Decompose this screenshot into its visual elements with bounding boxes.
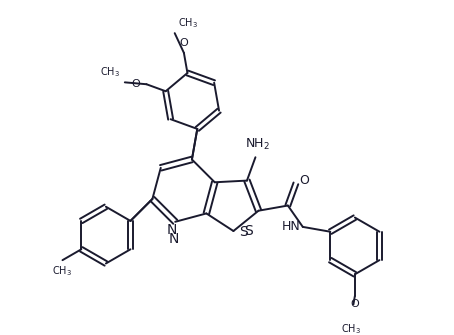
Text: CH$_3$: CH$_3$ bbox=[341, 322, 361, 335]
Text: O: O bbox=[350, 299, 359, 309]
Text: O: O bbox=[132, 79, 140, 89]
Text: S: S bbox=[244, 224, 253, 238]
Text: HN: HN bbox=[281, 220, 300, 233]
Text: CH$_3$: CH$_3$ bbox=[100, 65, 120, 79]
Text: CH$_3$: CH$_3$ bbox=[178, 16, 198, 30]
Text: O: O bbox=[299, 175, 309, 187]
Text: NH$_2$: NH$_2$ bbox=[245, 137, 270, 152]
Text: CH$_3$: CH$_3$ bbox=[53, 264, 73, 278]
Text: N: N bbox=[167, 223, 178, 237]
Text: S: S bbox=[239, 225, 248, 239]
Text: N: N bbox=[169, 232, 179, 246]
Text: O: O bbox=[179, 38, 188, 48]
